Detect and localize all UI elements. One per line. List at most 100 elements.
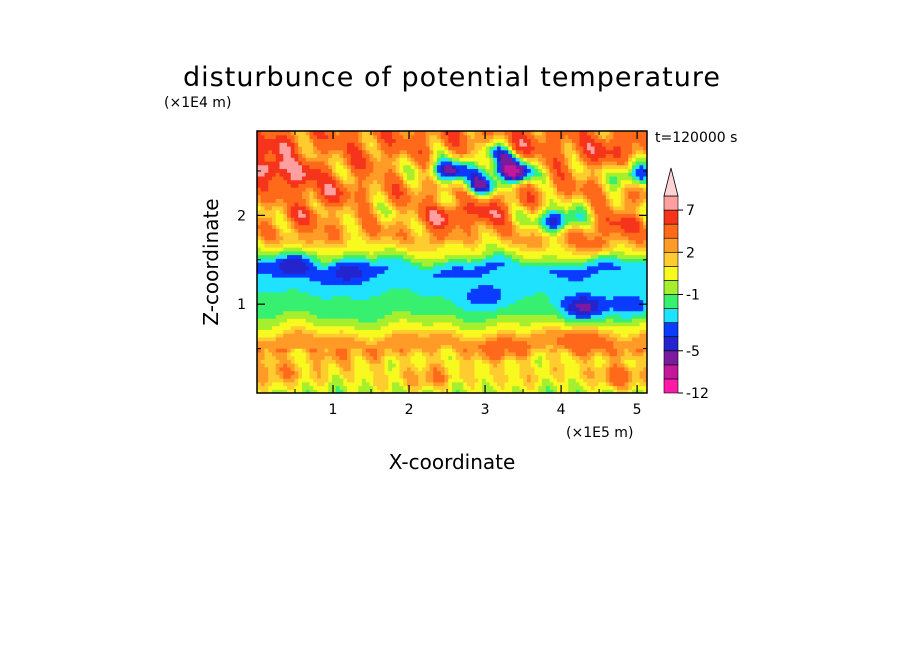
field-cell: [410, 258, 416, 263]
field-cell: [508, 340, 513, 345]
field-cell: [320, 262, 326, 267]
field-cell: [283, 239, 288, 244]
field-cell: [380, 258, 386, 263]
field-cell: [624, 273, 629, 278]
field-cell: [328, 374, 333, 379]
field-cell: [422, 288, 427, 293]
field-cell: [467, 348, 472, 353]
field-cell: [335, 232, 341, 237]
field-cell: [534, 265, 539, 271]
field-cell: [617, 254, 622, 259]
field-cell: [564, 265, 569, 271]
field-cell: [553, 303, 558, 308]
field-cell: [279, 262, 284, 267]
field-cell: [605, 269, 611, 274]
field-cell: [350, 235, 356, 241]
field-cell: [437, 351, 442, 357]
field-cell: [527, 273, 532, 278]
field-cell: [549, 303, 554, 308]
field-cell: [358, 295, 363, 301]
field-cell: [482, 213, 487, 218]
field-cell: [549, 366, 554, 372]
field-cell: [350, 325, 356, 330]
field-cell: [602, 310, 607, 315]
field-cell: [444, 325, 449, 330]
field-cell: [313, 344, 318, 349]
field-cell: [515, 378, 521, 383]
field-cell: [309, 280, 314, 286]
field-cell: [320, 232, 326, 237]
field-cell: [493, 389, 498, 393]
field-cell: [339, 235, 344, 241]
field-cell: [317, 344, 322, 349]
field-cell: [478, 366, 483, 372]
field-cell: [620, 235, 626, 241]
field-cell: [560, 378, 566, 383]
field-cell: [339, 250, 344, 256]
field-cell: [643, 333, 647, 338]
field-cell: [530, 280, 536, 286]
field-cell: [373, 348, 378, 353]
field-cell: [515, 310, 521, 315]
field-cell: [452, 291, 457, 297]
field-cell: [313, 254, 318, 259]
field-cell: [309, 355, 314, 360]
field-cell: [410, 314, 416, 319]
field-cell: [470, 254, 476, 259]
field-cell: [594, 250, 599, 256]
field-cell: [380, 340, 386, 345]
field-cell: [519, 243, 524, 248]
field-cell: [418, 247, 423, 252]
field-cell: [527, 217, 532, 222]
field-cell: [624, 284, 629, 289]
field-cell: [609, 262, 614, 267]
field-cell: [260, 254, 266, 259]
field-cell: [478, 374, 483, 379]
field-cell: [632, 381, 637, 387]
field-cell: [257, 378, 262, 383]
field-cell: [598, 284, 603, 289]
field-cell: [624, 344, 629, 349]
field-cell: [643, 314, 647, 319]
field-cell: [298, 336, 303, 342]
field-cell: [362, 235, 367, 241]
field-cell: [455, 340, 461, 345]
field-cell: [328, 269, 333, 274]
field-cell: [620, 381, 626, 387]
field-cell: [335, 325, 341, 330]
field-cell: [564, 336, 569, 342]
field-cell: [568, 262, 573, 267]
field-cell: [332, 254, 337, 259]
field-cell: [399, 254, 404, 259]
field-cell: [639, 385, 644, 390]
field-cell: [410, 262, 416, 267]
field-cell: [380, 306, 386, 312]
field-cell: [594, 262, 599, 267]
field-cell: [287, 389, 292, 393]
field-cell: [343, 250, 348, 256]
field-cell: [437, 303, 442, 308]
field-cell: [302, 217, 307, 222]
field-cell: [549, 273, 554, 278]
field-cell: [455, 310, 461, 315]
field-cell: [283, 288, 288, 293]
field-cell: [444, 239, 449, 244]
field-cell: [530, 220, 536, 226]
field-cell: [515, 254, 521, 259]
field-cell: [433, 348, 438, 353]
field-cell: [377, 213, 382, 218]
field-cell: [609, 314, 614, 319]
field-cell: [504, 340, 509, 345]
field-cell: [302, 348, 307, 353]
field-cell: [309, 220, 314, 226]
field-cell: [358, 344, 363, 349]
field-cell: [609, 213, 614, 218]
field-cell: [534, 243, 539, 248]
field-cell: [425, 217, 431, 222]
field-cell: [542, 370, 547, 375]
field-cell: [538, 235, 543, 241]
field-cell: [373, 295, 378, 301]
field-cell: [362, 306, 367, 312]
field-cell: [620, 295, 626, 301]
field-cell: [384, 325, 389, 330]
